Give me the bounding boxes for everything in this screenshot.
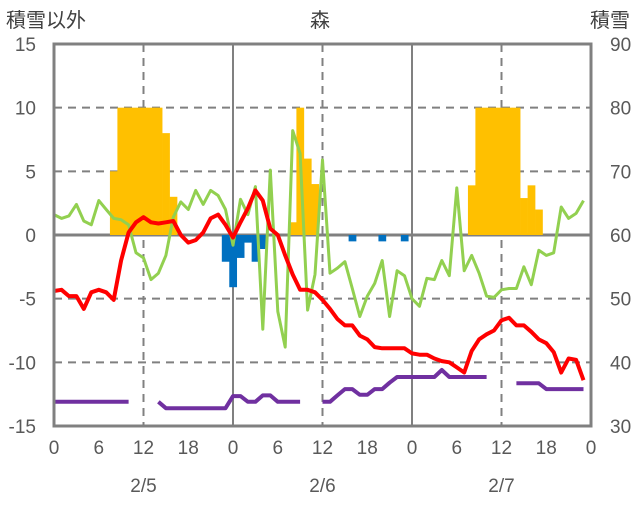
bar-negative [221,235,230,262]
bar-positive [497,107,506,235]
x-tick-label: 18 [178,438,199,459]
y-right-tick-label: 70 [610,162,631,183]
y-left-tick-label: 0 [25,226,36,247]
x-tick-label: 0 [586,438,597,459]
right-axis-label: 積雪 [590,9,630,32]
bar-negative [378,235,387,242]
x-tick-label: 18 [536,438,557,459]
y-right-tick-label: 40 [610,353,631,374]
bar-positive [117,107,126,235]
date-label: 2/6 [309,476,335,497]
bar-positive [520,198,528,235]
y-right-tick-label: 80 [610,99,631,120]
x-tick-label: 6 [451,438,462,459]
x-tick-label: 0 [407,438,418,459]
y-right-tick-label: 50 [610,290,631,311]
bar-negative [251,235,260,262]
bar-negative [236,235,245,258]
y-left-tick-label: 15 [15,35,36,56]
bar-negative [244,235,252,243]
x-tick-label: 6 [272,438,283,459]
bar-negative [400,235,409,242]
x-tick-label: 6 [93,438,104,459]
series-line-purple [54,368,584,411]
y-left-tick-label: -10 [9,353,36,374]
bar-negative [348,235,357,242]
bar-positive [311,184,320,235]
y-right-tick-label: 60 [610,226,631,247]
bar-positive [124,107,133,235]
bar-positive [139,107,148,235]
bar-positive [512,107,521,235]
bar-positive [162,133,170,235]
x-tick-label: 12 [491,438,512,459]
bar-positive [527,185,536,235]
date-label: 2/7 [488,476,514,497]
bar-positive [490,107,499,235]
y-left-tick-label: 10 [15,99,36,120]
x-tick-label: 18 [357,438,378,459]
plot-border [52,42,593,428]
bar-positive [154,107,163,235]
series-line-red [53,188,586,381]
bar-positive [109,171,118,235]
bar-positive [467,185,476,235]
bar-positive [147,107,155,235]
bar-positive [288,222,297,235]
x-tick-label: 0 [49,438,60,459]
plot-frame [52,42,593,428]
left-axis-label: 積雪以外 [6,9,86,32]
y-right-tick-label: 30 [610,417,631,438]
bar-negative [229,235,238,288]
y-left-tick-label: -5 [19,290,36,311]
bar-positive [482,107,491,235]
bar-positive [303,158,312,235]
series-line-green [53,129,585,349]
x-tick-label: 12 [133,438,154,459]
series-lines [53,129,586,411]
x-tick-label: 12 [312,438,333,459]
bar-positive [505,107,513,235]
bar-positive [475,107,484,235]
y-right-tick-label: 90 [610,35,631,56]
x-tick-label: 0 [228,438,239,459]
date-label: 2/5 [130,476,156,497]
y-left-tick-label: -15 [9,417,36,438]
chart-title: 森 [310,9,330,32]
bar-positive [132,107,141,235]
bar-positive [535,209,543,235]
bar-negative [259,235,267,250]
y-left-tick-label: 5 [25,162,36,183]
